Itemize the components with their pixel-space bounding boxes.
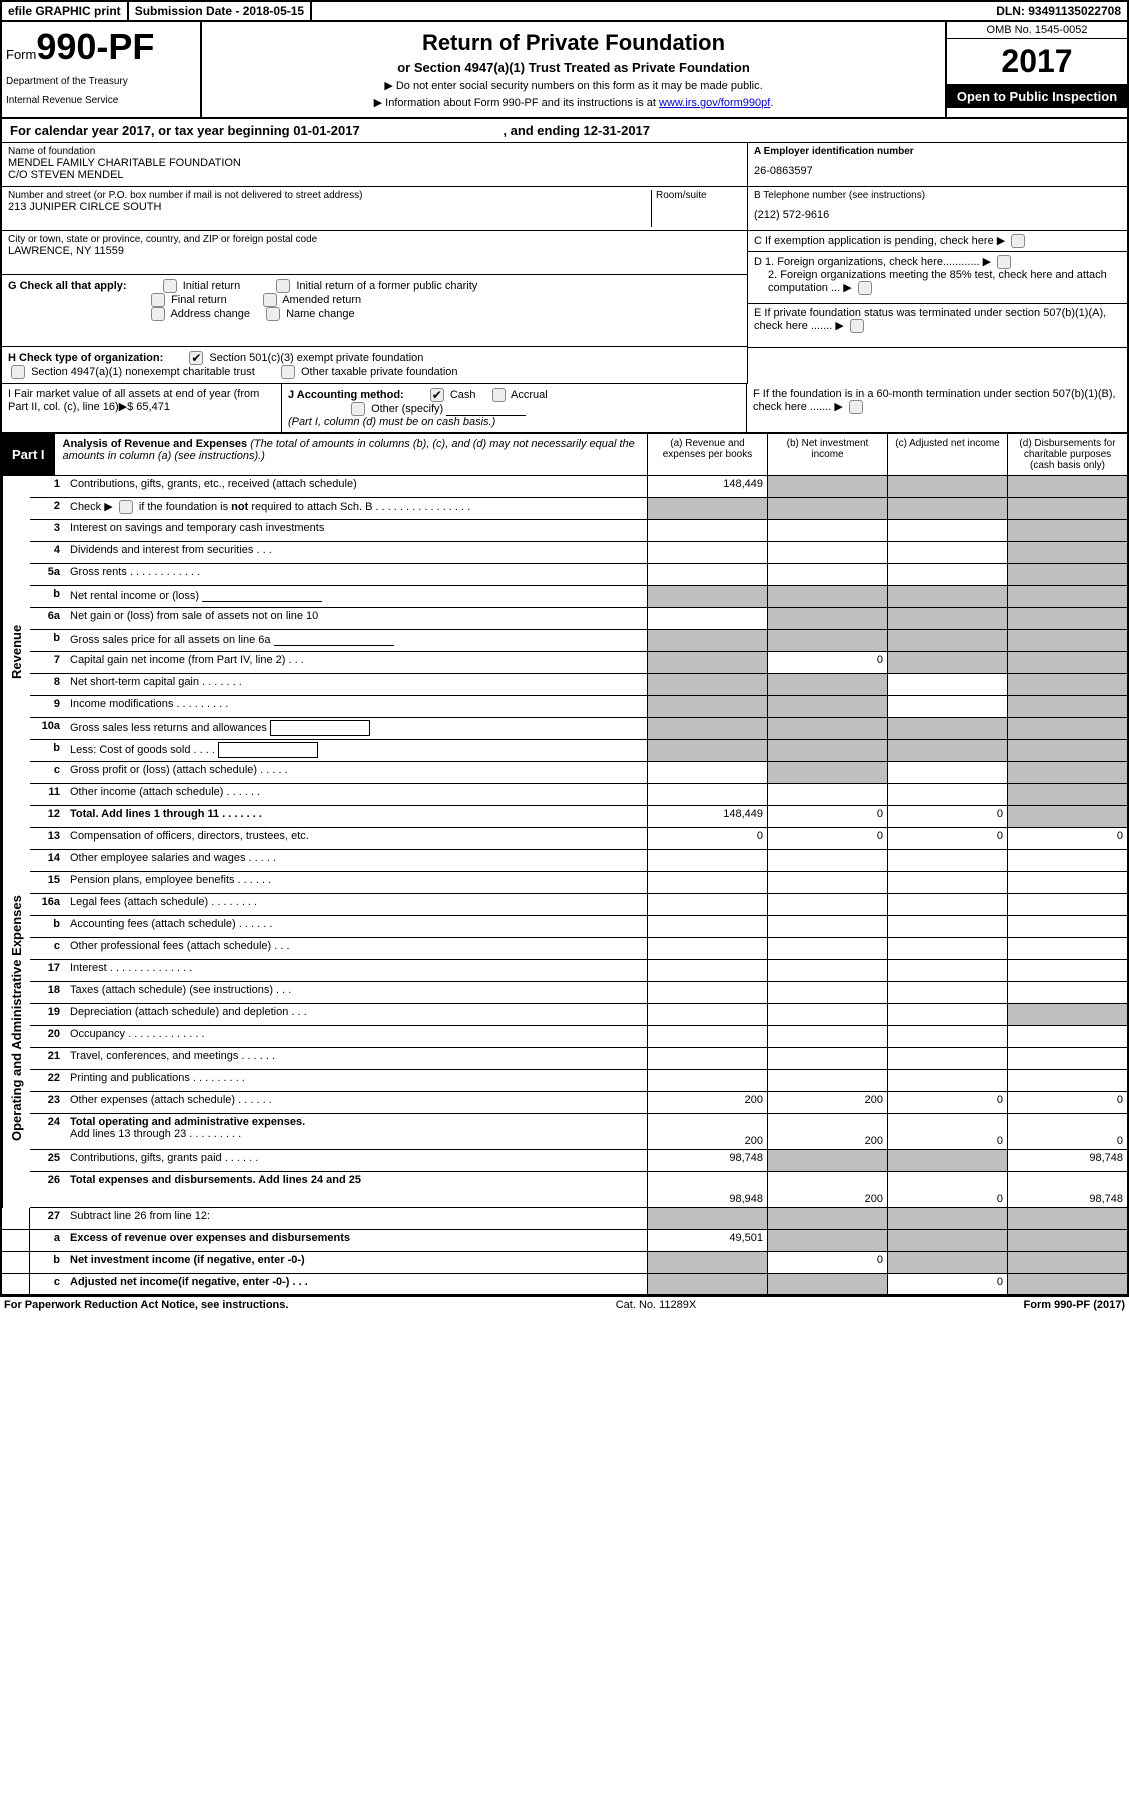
form-id-cell: Form990-PF Department of the Treasury In… bbox=[2, 22, 202, 117]
expenses-vlabel: Operating and Administrative Expenses bbox=[2, 828, 30, 1208]
e-terminated-row: E If private foundation status was termi… bbox=[748, 304, 1127, 348]
10b-input[interactable] bbox=[218, 742, 318, 758]
submission-date: Submission Date - 2018-05-15 bbox=[129, 2, 312, 20]
dept-line-2: Internal Revenue Service bbox=[6, 95, 196, 106]
dept-line-1: Department of the Treasury bbox=[6, 76, 196, 87]
amended-return-checkbox[interactable] bbox=[263, 293, 277, 307]
tel-row: B Telephone number (see instructions) (2… bbox=[748, 187, 1127, 231]
efile-print-btn[interactable]: efile GRAPHIC print bbox=[2, 2, 129, 20]
cat-no: Cat. No. 11289X bbox=[616, 1299, 697, 1311]
60-month-checkbox[interactable] bbox=[849, 400, 863, 414]
f-termination-cell: F If the foundation is in a 60-month ter… bbox=[747, 384, 1127, 432]
form-header: Form990-PF Department of the Treasury In… bbox=[0, 22, 1129, 119]
d-foreign-row: D 1. Foreign organizations, check here..… bbox=[748, 252, 1127, 304]
ein-row: A Employer identification number 26-0863… bbox=[748, 143, 1127, 187]
part-1-header: Part I Analysis of Revenue and Expenses … bbox=[0, 434, 1129, 476]
part-1-badge: Part I bbox=[2, 434, 55, 475]
foreign-85-checkbox[interactable] bbox=[858, 281, 872, 295]
fmv-cell: I Fair market value of all assets at end… bbox=[2, 384, 282, 432]
h-checks-row: H Check type of organization: Section 50… bbox=[2, 347, 747, 384]
part-1-title: Analysis of Revenue and Expenses (The to… bbox=[55, 434, 647, 475]
irs-link[interactable]: www.irs.gov/form990pf bbox=[659, 97, 770, 109]
g-checks-row: G Check all that apply: Initial return I… bbox=[2, 275, 747, 347]
omb-number: OMB No. 1545-0052 bbox=[947, 22, 1127, 39]
form-ref: Form 990-PF (2017) bbox=[1024, 1299, 1125, 1311]
title-cell: Return of Private Foundation or Section … bbox=[202, 22, 947, 117]
title-main: Return of Private Foundation bbox=[210, 30, 937, 56]
address-row: Number and street (or P.O. box number if… bbox=[2, 187, 747, 231]
paperwork-notice: For Paperwork Reduction Act Notice, see … bbox=[4, 1299, 288, 1311]
schb-checkbox[interactable] bbox=[119, 500, 133, 514]
col-c-header: (c) Adjusted net income bbox=[887, 434, 1007, 475]
other-taxable-checkbox[interactable] bbox=[281, 365, 295, 379]
title-note-2: ▶ Information about Form 990-PF and its … bbox=[210, 96, 937, 109]
revenue-vlabel: Revenue bbox=[2, 476, 30, 828]
inspection-label: Open to Public Inspection bbox=[947, 85, 1127, 108]
calendar-year-row: For calendar year 2017, or tax year begi… bbox=[0, 119, 1129, 143]
footer: For Paperwork Reduction Act Notice, see … bbox=[0, 1296, 1129, 1313]
other-specify-input[interactable] bbox=[446, 402, 526, 416]
accounting-method-cell: J Accounting method: Cash Accrual Other … bbox=[282, 384, 747, 432]
year-cell: OMB No. 1545-0052 2017 Open to Public In… bbox=[947, 22, 1127, 117]
10a-input[interactable] bbox=[270, 720, 370, 736]
header-bar: efile GRAPHIC print Submission Date - 20… bbox=[0, 0, 1129, 22]
col-d-header: (d) Disbursements for charitable purpose… bbox=[1007, 434, 1127, 475]
foreign-org-checkbox[interactable] bbox=[997, 255, 1011, 269]
bottom-info-row: I Fair market value of all assets at end… bbox=[0, 384, 1129, 434]
6b-input[interactable] bbox=[274, 632, 394, 646]
form-number: 990-PF bbox=[36, 26, 154, 67]
5b-input[interactable] bbox=[202, 588, 322, 602]
501c3-checkbox[interactable] bbox=[189, 351, 203, 365]
tax-year: 2017 bbox=[947, 39, 1127, 85]
title-sub: or Section 4947(a)(1) Trust Treated as P… bbox=[210, 60, 937, 75]
dln: DLN: 93491135022708 bbox=[990, 2, 1127, 20]
initial-return-former-checkbox[interactable] bbox=[276, 279, 290, 293]
status-terminated-checkbox[interactable] bbox=[850, 319, 864, 333]
name-change-checkbox[interactable] bbox=[266, 307, 280, 321]
form-label: Form bbox=[6, 47, 36, 62]
final-return-checkbox[interactable] bbox=[151, 293, 165, 307]
accrual-checkbox[interactable] bbox=[492, 388, 506, 402]
address-change-checkbox[interactable] bbox=[151, 307, 165, 321]
info-grid: Name of foundation MENDEL FAMILY CHARITA… bbox=[0, 143, 1129, 384]
foundation-name-row: Name of foundation MENDEL FAMILY CHARITA… bbox=[2, 143, 747, 187]
exemption-pending-checkbox[interactable] bbox=[1011, 234, 1025, 248]
4947a1-checkbox[interactable] bbox=[11, 365, 25, 379]
other-method-checkbox[interactable] bbox=[351, 402, 365, 416]
title-note-1: ▶ Do not enter social security numbers o… bbox=[210, 79, 937, 92]
col-b-header: (b) Net investment income bbox=[767, 434, 887, 475]
c-exemption-row: C If exemption application is pending, c… bbox=[748, 231, 1127, 252]
cash-checkbox[interactable] bbox=[430, 388, 444, 402]
initial-return-checkbox[interactable] bbox=[163, 279, 177, 293]
col-a-header: (a) Revenue and expenses per books bbox=[647, 434, 767, 475]
city-row: City or town, state or province, country… bbox=[2, 231, 747, 275]
